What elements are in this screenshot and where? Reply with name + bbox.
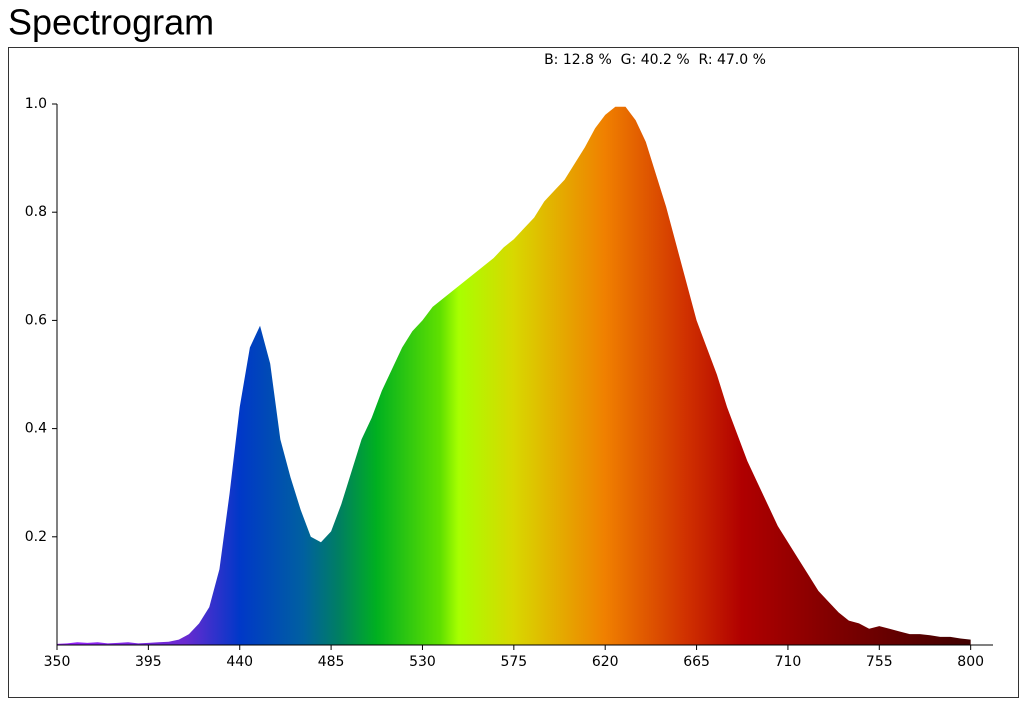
x-tick-label: 755	[866, 654, 893, 670]
spectrum-area	[57, 106, 971, 645]
x-tick-label: 530	[409, 654, 436, 670]
x-tick-label: 575	[500, 654, 527, 670]
x-tick-label: 710	[775, 654, 802, 670]
y-tick-label: 0.8	[25, 204, 47, 220]
x-tick-label: 800	[957, 654, 984, 670]
y-tick-label: 0.6	[25, 312, 47, 328]
x-tick-label: 620	[592, 654, 619, 670]
x-tick-label: 350	[44, 654, 71, 670]
y-tick-label: 0.4	[25, 421, 47, 437]
x-tick-label: 440	[226, 654, 253, 670]
annotation: B: 12.8 % G: 40.2 % R: 47.0 %	[544, 52, 766, 68]
frame	[8, 47, 1019, 698]
chart-title: Spectrogram	[8, 2, 214, 43]
y-tick-label: 0.2	[25, 529, 47, 545]
y-tick-label: 1.0	[25, 96, 47, 112]
plot-area: 0.2 0.4 0.6 0.8 1.0 350 395 440 485 530 575 620 665 7…	[25, 96, 993, 670]
x-tick-label: 665	[683, 654, 710, 670]
x-tick-label: 485	[318, 654, 345, 670]
x-tick-label: 395	[135, 654, 162, 670]
